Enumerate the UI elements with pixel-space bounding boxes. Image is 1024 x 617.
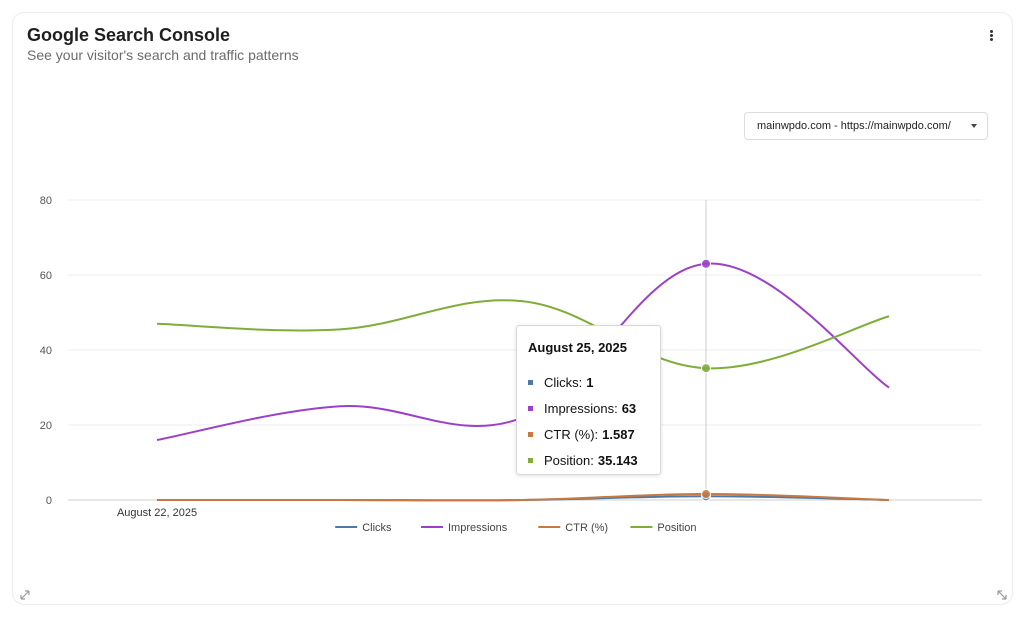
legend-label-position: Position — [657, 522, 696, 534]
legend-label-clicks: Clicks — [362, 522, 392, 534]
tooltip-row-impressions: Impressions: 63 — [528, 395, 650, 421]
gsc-widget-card: Google Search Console See your visitor's… — [12, 12, 1013, 605]
legend-swatch-icon — [528, 431, 533, 437]
site-select-value: mainwpdo.com - https://mainwpdo.com/ — [757, 120, 951, 132]
legend-swatch-icon — [528, 405, 533, 411]
tooltip-date: August 25, 2025 — [528, 340, 627, 355]
legend-label-ctr: CTR (%) — [565, 522, 608, 534]
tooltip-label: Position: — [544, 452, 594, 468]
site-select-dropdown[interactable]: mainwpdo.com - https://mainwpdo.com/ — [744, 112, 988, 140]
resize-diagonal-icon[interactable] — [996, 589, 1008, 601]
tooltip-row-position: Position: 35.143 — [528, 447, 650, 473]
tooltip-value: 1 — [586, 374, 594, 390]
chart-tooltip: August 25, 2025 Clicks: 1 Impressions: 6… — [516, 325, 661, 475]
tooltip-label: CTR (%): — [544, 426, 599, 442]
expand-diagonal-icon[interactable] — [19, 589, 31, 601]
tooltip-value: 63 — [621, 400, 637, 416]
tooltip-row-clicks: Clicks: 1 — [528, 369, 650, 395]
tooltip-value: 35.143 — [597, 452, 638, 468]
widget-title: Google Search Console — [27, 25, 231, 45]
y-tick-label: 0 — [46, 495, 52, 507]
y-tick-label: 80 — [40, 195, 52, 207]
legend-swatch-icon — [528, 379, 533, 385]
legend-swatch-icon — [528, 457, 533, 463]
legend-label-impressions: Impressions — [448, 522, 508, 534]
y-tick-label: 60 — [40, 270, 52, 282]
series-line-ctr — [156, 493, 890, 502]
data-point-position — [701, 363, 711, 374]
tooltip-label: Clicks: — [544, 374, 583, 390]
tooltip-label: Impressions: — [544, 400, 618, 416]
tooltip-value: 1.587 — [602, 426, 635, 442]
data-point-impressions — [701, 258, 711, 269]
more-vertical-icon[interactable] — [985, 29, 997, 45]
y-tick-label: 40 — [40, 345, 52, 357]
data-point-ctr — [701, 489, 711, 500]
series-line-position — [156, 299, 890, 370]
widget-subtitle: See your visitor's search and traffic pa… — [27, 47, 299, 63]
tooltip-row-ctr: CTR (%): 1.587 — [528, 421, 650, 447]
x-tick-label: August 22, 2025 — [117, 507, 197, 519]
y-tick-label: 20 — [40, 420, 52, 432]
chevron-down-icon — [971, 124, 977, 128]
